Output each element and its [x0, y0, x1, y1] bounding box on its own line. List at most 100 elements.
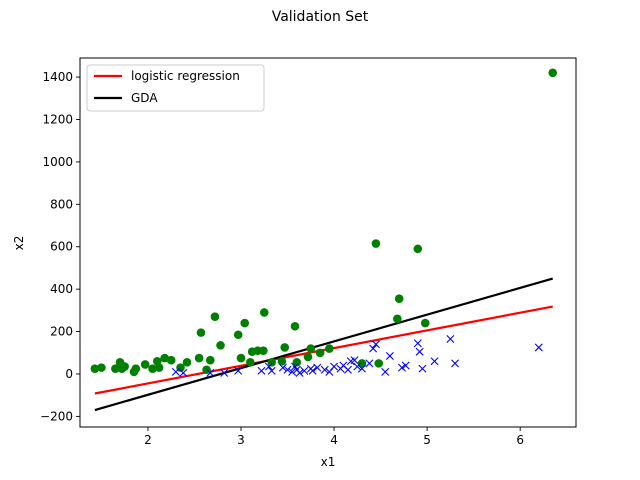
y-tick-label: 1400: [42, 70, 73, 84]
point-circle: [131, 364, 141, 373]
point-circle: [290, 321, 300, 331]
point-x: [401, 361, 410, 370]
point-circle: [233, 330, 243, 340]
data-points: [90, 68, 558, 377]
point-circle: [259, 346, 268, 355]
legend-box: [86, 64, 265, 112]
point-x: [534, 343, 543, 352]
point-x: [415, 347, 424, 356]
x-axis-ticks: 2 3 4 5 6: [144, 427, 524, 447]
point-circle: [111, 364, 120, 373]
point-x: [171, 367, 180, 376]
point-circle: [160, 353, 169, 363]
y-tick-label: 1200: [42, 113, 73, 127]
legend-label-logistic: logistic regression: [131, 69, 240, 83]
point-x: [397, 363, 406, 372]
point-circle: [140, 360, 150, 369]
point-x: [313, 363, 322, 372]
point-x: [418, 364, 427, 373]
point-circle: [374, 359, 384, 368]
point-circle: [245, 358, 255, 367]
point-circle: [420, 318, 430, 328]
point-x: [357, 364, 366, 373]
point-circle: [236, 353, 246, 363]
point-x: [350, 356, 359, 365]
point-x: [330, 362, 339, 371]
chart-title: Validation Set: [272, 9, 369, 25]
point-x: [371, 340, 380, 349]
y-tick-label: 0: [65, 367, 73, 381]
point-circle: [394, 294, 404, 303]
point-x: [220, 368, 229, 377]
point-x: [365, 359, 374, 368]
point-circle: [280, 343, 290, 352]
point-circle: [205, 355, 215, 365]
point-circle: [303, 352, 313, 362]
point-circle: [277, 356, 287, 366]
point-circle: [117, 364, 127, 373]
point-x: [257, 366, 266, 375]
point-circle: [90, 364, 100, 373]
legend: logistic regression GDA: [86, 64, 265, 112]
point-circle: [194, 353, 204, 363]
y-axis-ticks: −200 0 200 400 600 800 1000 1200 1400: [40, 70, 80, 423]
point-x: [234, 366, 243, 375]
y-tick-label: 200: [50, 325, 73, 339]
plot-frame: [79, 57, 577, 428]
point-circle: [325, 344, 334, 353]
point-x: [308, 366, 317, 375]
point-circle: [210, 312, 220, 322]
point-circle: [548, 68, 558, 78]
point-x: [353, 362, 362, 371]
point-x: [264, 362, 273, 371]
y-tick-label: 1000: [42, 155, 73, 169]
x-tick-label: 4: [330, 433, 338, 447]
point-x: [451, 359, 460, 368]
point-x: [267, 366, 276, 375]
point-circle: [259, 308, 269, 317]
point-circle: [216, 341, 225, 350]
y-tick-label: 400: [50, 282, 73, 296]
x-tick-label: 6: [516, 433, 524, 447]
point-x: [385, 351, 394, 360]
y-axis-label: x2: [12, 236, 26, 251]
point-circle: [166, 355, 176, 365]
point-circle: [306, 344, 316, 353]
point-circle: [357, 359, 367, 368]
point-x: [283, 365, 292, 374]
point-x: [369, 344, 378, 353]
point-x: [288, 367, 297, 376]
point-circle: [182, 358, 192, 367]
x-axis-label: x1: [321, 455, 336, 469]
x-tick-label: 5: [423, 433, 431, 447]
point-circle: [267, 358, 276, 367]
point-circle: [148, 364, 157, 373]
point-x: [446, 335, 455, 343]
point-x: [320, 365, 329, 374]
y-tick-label: −200: [40, 409, 73, 423]
point-x: [430, 357, 439, 366]
point-circle: [393, 314, 402, 324]
y-tick-label: 800: [50, 197, 73, 211]
point-circle: [315, 348, 325, 358]
x-tick-label: 3: [237, 433, 245, 447]
point-circle: [292, 358, 302, 367]
point-circle: [240, 318, 250, 328]
point-x: [300, 366, 309, 375]
point-circle: [413, 244, 423, 254]
point-circle: [371, 239, 381, 248]
point-x: [295, 368, 304, 377]
point-circle: [196, 328, 206, 337]
point-circle: [154, 363, 164, 372]
x-tick-label: 2: [144, 433, 152, 447]
line-logistic-regression: [94, 305, 553, 395]
point-circle: [97, 363, 106, 372]
point-x: [278, 363, 287, 372]
point-x: [344, 365, 352, 374]
point-x: [206, 368, 215, 377]
legend-label-gda: GDA: [131, 91, 158, 105]
line-gda: [94, 277, 554, 412]
point-x: [413, 339, 422, 348]
